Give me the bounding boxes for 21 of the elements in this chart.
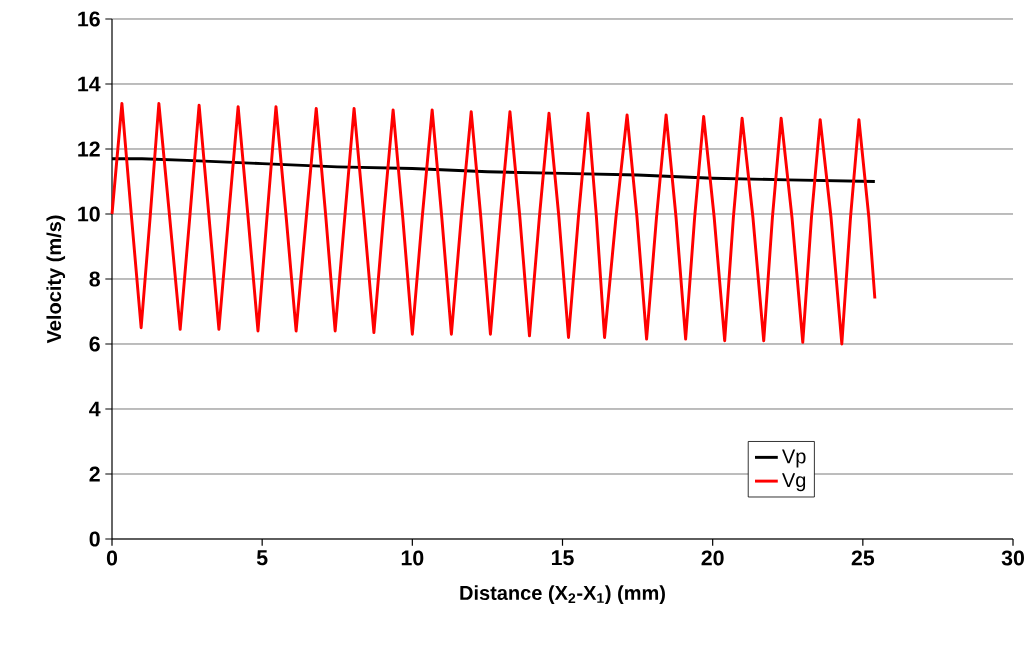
x-tick-label: 0: [106, 550, 118, 566]
y-tick-label: 14: [78, 76, 101, 92]
y-tick-label: 6: [89, 336, 100, 352]
legend-label: Vg: [782, 473, 806, 492]
line-series: [110, 102, 877, 346]
y-tick-label: 0: [89, 531, 100, 547]
y-tick-label: 8: [89, 271, 100, 287]
x-tick-label: 10: [401, 550, 424, 566]
y-axis-title: Velocity (m/s): [46, 215, 66, 344]
y-tick-label: 4: [89, 401, 101, 417]
legend-label: Vp: [782, 449, 806, 468]
y-tick-label: 12: [78, 141, 100, 157]
x-tick-label: 20: [701, 550, 724, 566]
y-tick-label: 16: [78, 11, 100, 27]
x-axis-title: Distance (X$_{2}$-X$_{1}$) (mm): [460, 585, 665, 604]
x-tick-label: 30: [1001, 550, 1024, 566]
y-tick-label: 10: [78, 206, 100, 222]
y-tick-label: 2: [89, 466, 100, 482]
x-tick-label: 5: [256, 550, 268, 566]
x-tick-label: 25: [851, 550, 875, 566]
x-tick-label: 15: [551, 550, 574, 566]
